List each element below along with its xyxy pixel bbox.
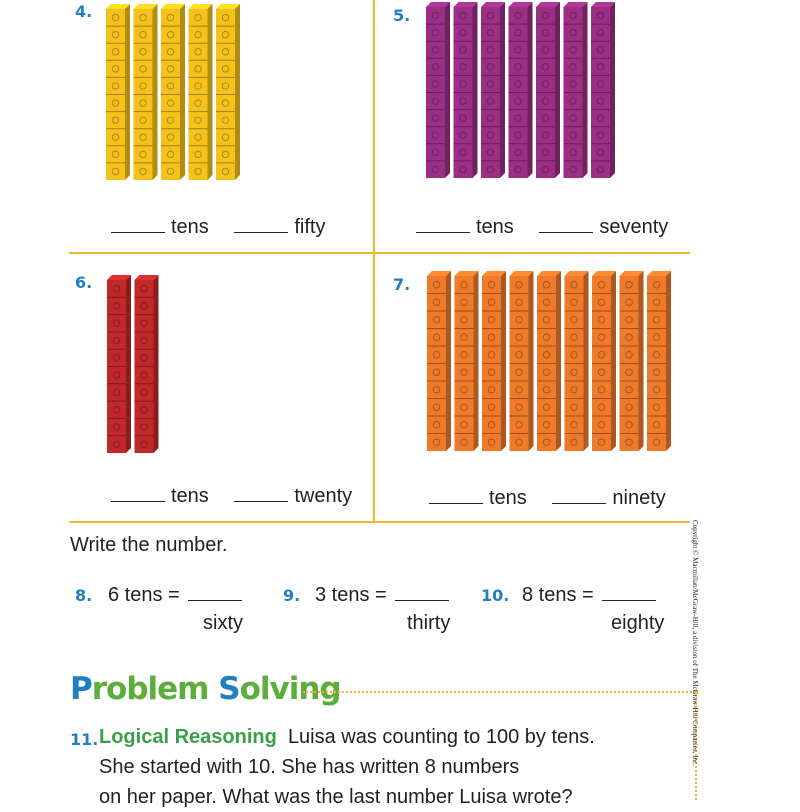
unit-label: tens [171, 485, 209, 507]
unit-label: tens [476, 216, 514, 238]
equation-expression: 3 tens = [315, 584, 387, 606]
grid-horizontal-line-middle [69, 252, 690, 254]
problem-number: 8. [75, 586, 93, 605]
dotted-border-horizontal [303, 691, 695, 693]
answer-blank[interactable] [601, 599, 656, 601]
answer-blank[interactable] [552, 502, 607, 504]
connecting-cubes-tens-rods [107, 275, 159, 453]
equation: 8 tens = [522, 584, 656, 607]
tens-rod [537, 271, 561, 451]
tens-rod [427, 271, 451, 451]
number-word: seventy [599, 216, 669, 238]
tens-rod [106, 4, 130, 180]
number-word: sixty [203, 612, 243, 634]
tens-rod [508, 2, 533, 178]
problem-number: 11. [70, 730, 99, 749]
answer-blank[interactable] [234, 500, 289, 502]
word-problem-line: Luisa was counting to 100 by tens. [287, 726, 595, 748]
equation: 3 tens = [315, 584, 449, 607]
tens-rod [619, 271, 644, 451]
problem-number: 6. [75, 273, 93, 292]
unit-label: tens [171, 216, 209, 238]
number-word: thirty [407, 612, 451, 634]
connecting-cubes-tens-rods [106, 4, 240, 180]
tens-rod [592, 271, 616, 451]
tens-rod [509, 271, 534, 451]
equation-expression: 8 tens = [522, 584, 594, 606]
answer-blank[interactable] [234, 231, 289, 233]
copyright-notice: Copyright © Macmillan/McGraw-Hill, a div… [691, 520, 699, 766]
problem-number: 9. [283, 586, 301, 605]
answer-blank[interactable] [429, 502, 483, 504]
number-word: ninety [612, 487, 666, 509]
equation-expression: 6 tens = [108, 584, 180, 606]
answer-blank[interactable] [187, 599, 242, 601]
answer-blank[interactable] [539, 231, 594, 233]
tens-rod [453, 2, 478, 178]
number-word: fifty [294, 216, 326, 238]
problem-number: 5. [393, 6, 411, 25]
tens-rod [188, 4, 213, 180]
problem-number: 10. [481, 586, 510, 605]
tens-rod [107, 275, 131, 453]
answer-blank[interactable] [111, 500, 165, 502]
tens-rod [482, 271, 506, 451]
problem-number: 4. [75, 2, 93, 21]
grid-vertical-line [373, 0, 375, 522]
section-instruction: Write the number. [70, 534, 228, 556]
answer-blank[interactable] [394, 599, 449, 601]
number-word: twenty [294, 485, 353, 507]
answer-line: tens seventy [416, 216, 668, 239]
problem-number: 7. [393, 275, 411, 294]
answer-line: tens fifty [111, 216, 326, 239]
tens-rod [426, 2, 450, 178]
connecting-cubes-tens-rods [427, 271, 671, 451]
tens-rod [481, 2, 505, 178]
tens-rod [564, 271, 589, 451]
tens-rod [563, 2, 588, 178]
unit-label: tens [489, 487, 527, 509]
tens-rod [133, 4, 158, 180]
connecting-cubes-tens-rods [426, 2, 615, 178]
logical-reasoning-label: Logical Reasoning [99, 726, 277, 748]
tens-rod [454, 271, 479, 451]
tens-rod [536, 2, 560, 178]
dotted-border-vertical [695, 691, 697, 800]
grid-horizontal-line-bottom [69, 521, 690, 523]
word-problem: Logical Reasoning Luisa was counting to … [99, 722, 595, 812]
tens-rod [647, 271, 671, 451]
answer-line: tens twenty [111, 485, 352, 508]
answer-blank[interactable] [416, 231, 470, 233]
answer-blank[interactable] [111, 231, 165, 233]
answer-line: tens ninety [429, 487, 666, 510]
problem-solving-title: Problem Solving [70, 671, 342, 707]
equation: 6 tens = [108, 584, 242, 607]
tens-rod [134, 275, 159, 453]
tens-rod [161, 4, 185, 180]
word-problem-line: on her paper. What was the last number L… [99, 786, 573, 808]
tens-rod [216, 4, 240, 180]
word-problem-line: She started with 10. She has written 8 n… [99, 756, 520, 778]
number-word: eighty [611, 612, 665, 634]
tens-rod [591, 2, 615, 178]
